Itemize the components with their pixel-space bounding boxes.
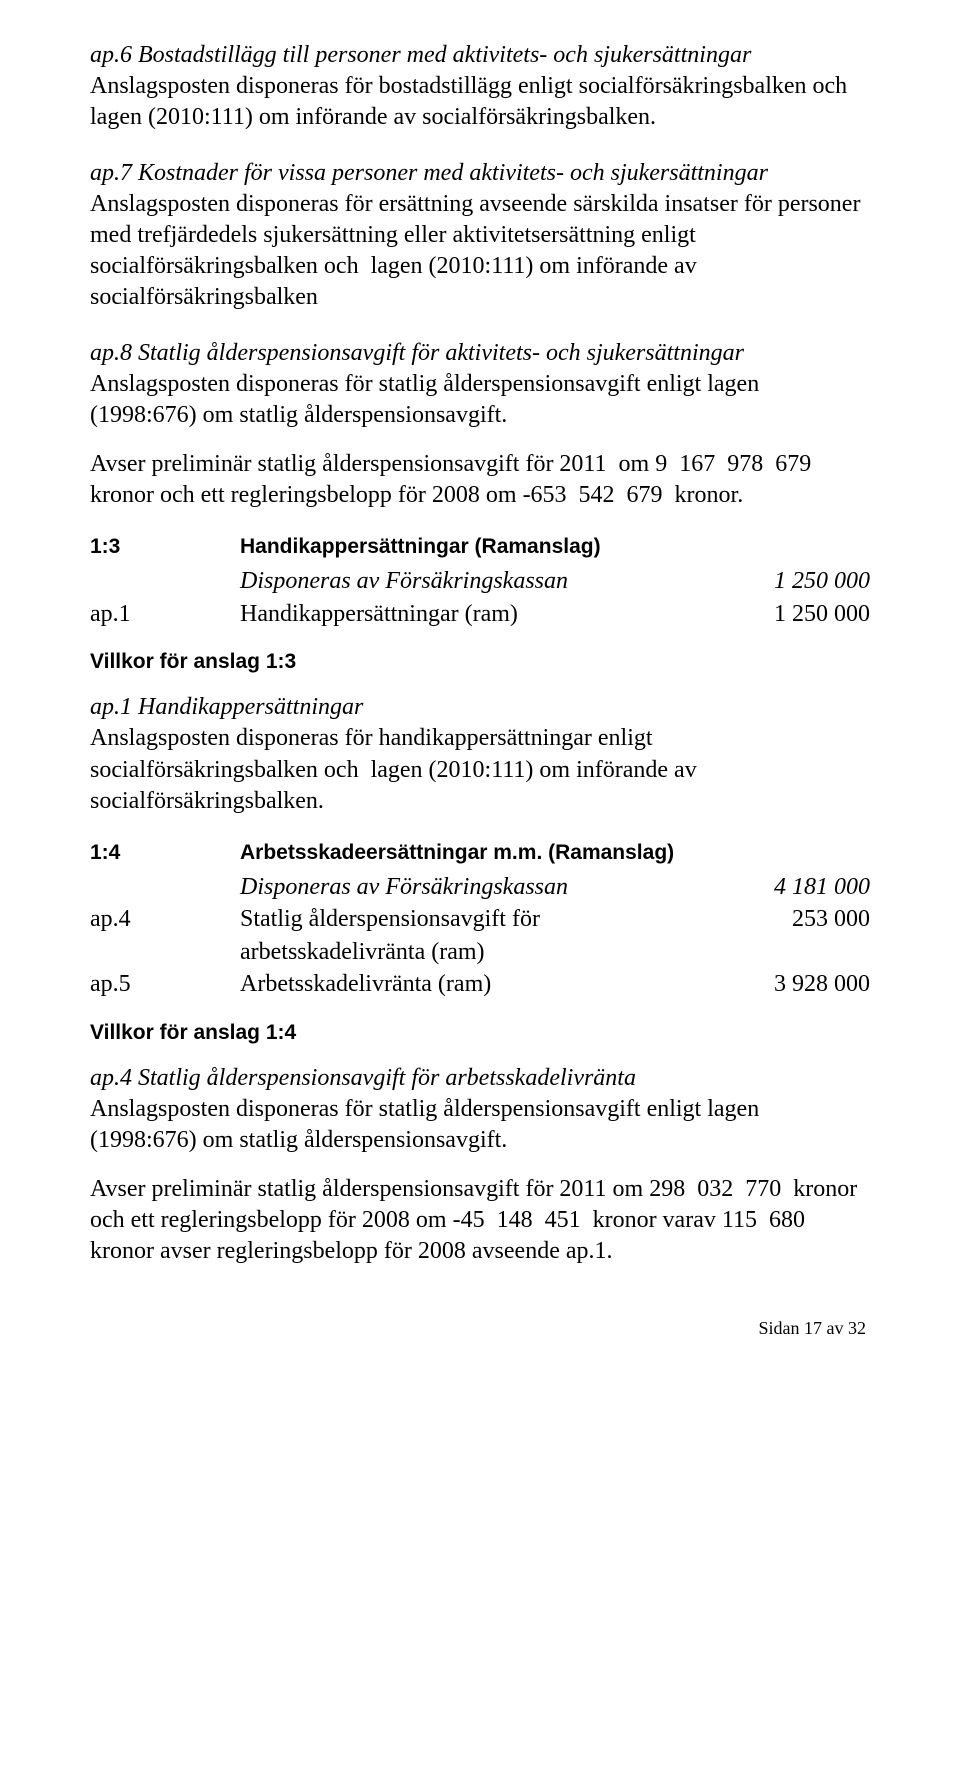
row-code: ap.4 — [90, 903, 240, 968]
villkor-1-3-heading: Villkor för anslag 1:3 — [90, 650, 870, 674]
ap7-body: Anslagsposten disponeras för ersättning … — [90, 189, 870, 314]
anslag-1-4-table: Disponeras av Försäkringskassan 4 181 00… — [90, 871, 870, 1001]
table-row: ap.5 Arbetsskadelivränta (ram) 3 928 000 — [90, 968, 870, 1000]
row-code: ap.1 — [90, 598, 240, 630]
anslag-1-3-title: Handikappersättningar (Ramanslag) — [240, 535, 601, 559]
anslag-1-4-title: Arbetsskadeersättningar m.m. (Ramanslag) — [240, 841, 674, 865]
ap4-heading: ap.4 Statlig ålderspensionsavgift för ar… — [90, 1063, 870, 1094]
row-code — [90, 871, 240, 903]
anslag-1-3-code: 1:3 — [90, 535, 240, 559]
ap8-body2: Avser preliminär statlig ålderspensionsa… — [90, 449, 870, 511]
ap8-body1: Anslagsposten disponeras för statlig åld… — [90, 369, 870, 431]
ap1-body: Anslagsposten disponeras för handikapper… — [90, 723, 870, 817]
anslag-1-3-table: Disponeras av Försäkringskassan 1 250 00… — [90, 565, 870, 630]
ap6-heading: ap.6 Bostadstillägg till personer med ak… — [90, 40, 870, 71]
ap7-heading: ap.7 Kostnader för vissa personer med ak… — [90, 158, 870, 189]
row-label: Arbetsskadelivränta (ram) — [240, 968, 710, 1000]
row-label: Handikappersättningar (ram) — [240, 598, 710, 630]
table-row: Disponeras av Försäkringskassan 4 181 00… — [90, 871, 870, 903]
anslag-1-3-heading: 1:3 Handikappersättningar (Ramanslag) — [90, 535, 870, 559]
ap1-heading: ap.1 Handikappersättningar — [90, 692, 870, 723]
ap8-heading: ap.8 Statlig ålderspensionsavgift för ak… — [90, 338, 870, 369]
row-amount: 253 000 — [710, 903, 870, 968]
anslag-1-4-code: 1:4 — [90, 841, 240, 865]
row-code — [90, 565, 240, 597]
table-row: Disponeras av Försäkringskassan 1 250 00… — [90, 565, 870, 597]
row-code: ap.5 — [90, 968, 240, 1000]
villkor-1-4-heading: Villkor för anslag 1:4 — [90, 1021, 870, 1045]
row-label: Disponeras av Försäkringskassan — [240, 565, 710, 597]
row-amount: 4 181 000 — [710, 871, 870, 903]
page-footer: Sidan 17 av 32 — [90, 1318, 870, 1339]
ap4-body1: Anslagsposten disponeras för statlig åld… — [90, 1094, 870, 1156]
table-row: ap.1 Handikappersättningar (ram) 1 250 0… — [90, 598, 870, 630]
ap4-body2: Avser preliminär statlig ålderspensionsa… — [90, 1174, 870, 1268]
row-amount: 1 250 000 — [710, 565, 870, 597]
table-row: ap.4 Statlig ålderspensionsavgift för ar… — [90, 903, 870, 968]
document-page: ap.6 Bostadstillägg till personer med ak… — [0, 0, 960, 1369]
anslag-1-4-heading: 1:4 Arbetsskadeersättningar m.m. (Ramans… — [90, 841, 870, 865]
row-label: Statlig ålderspensionsavgift för arbetss… — [240, 903, 710, 968]
row-amount: 3 928 000 — [710, 968, 870, 1000]
row-amount: 1 250 000 — [710, 598, 870, 630]
row-label: Disponeras av Försäkringskassan — [240, 871, 710, 903]
ap6-body: Anslagsposten disponeras för bostadstill… — [90, 71, 870, 133]
